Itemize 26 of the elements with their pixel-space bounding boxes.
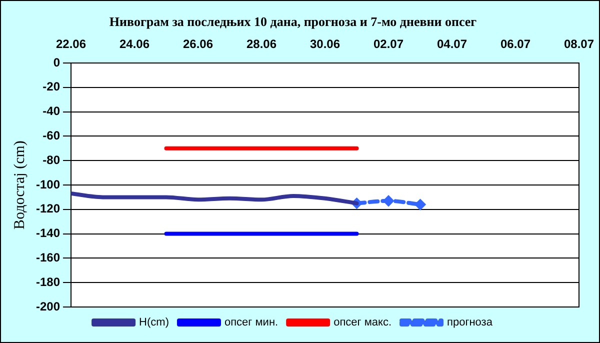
y-tick-label: 0 — [53, 55, 60, 70]
y-tick-label: -100 — [36, 177, 60, 192]
legend-label: прогноза — [447, 316, 494, 329]
x-tick-label: 28.06 — [246, 37, 277, 52]
x-tick-label: 06.07 — [500, 37, 531, 52]
x-tick-label: 08.07 — [564, 37, 594, 52]
y-tick-label: -180 — [36, 274, 60, 289]
y-tick-label: -160 — [36, 250, 60, 265]
x-tick-label: 22.06 — [56, 37, 86, 52]
legend-label: H(cm) — [139, 316, 169, 329]
chart-title: Нивограм за последњих 10 дана, прогноза и 7-мо дневни опсег — [109, 14, 477, 30]
y-axis-title: Водостај (cm) — [12, 140, 28, 230]
y-tick-label: -140 — [36, 226, 60, 240]
y-tick-label: -40 — [42, 104, 60, 118]
x-tick-label: 24.06 — [120, 37, 150, 52]
y-tick-label: -200 — [36, 299, 60, 314]
legend-label: опсег мин. — [224, 316, 278, 329]
x-tick-label: 26.06 — [183, 37, 214, 52]
legend-label: опсег макс. — [334, 316, 392, 329]
x-tick-label: 02.07 — [373, 37, 404, 52]
x-tick-label: 30.06 — [310, 37, 340, 52]
y-tick-label: -120 — [36, 202, 60, 216]
y-tick-label: -60 — [42, 128, 60, 143]
y-tick-label: -80 — [42, 152, 60, 167]
x-tick-label: 04.07 — [436, 37, 468, 52]
y-tick-label: -20 — [42, 80, 60, 94]
